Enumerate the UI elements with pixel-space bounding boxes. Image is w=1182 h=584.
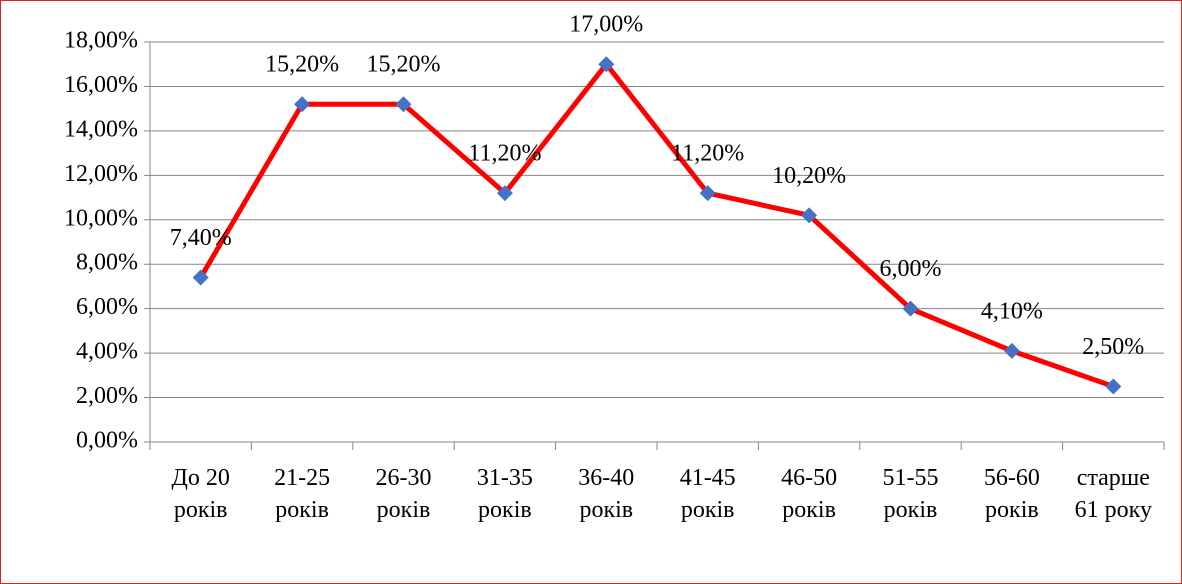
x-tick-label: 26-30 років: [375, 465, 432, 523]
x-tick-label: старше 61 року: [1074, 465, 1152, 523]
data-label: 4,10%: [981, 298, 1043, 324]
x-tick-label: 41-45 років: [679, 465, 736, 523]
y-tick-label: 16,00%: [64, 72, 138, 98]
marker: [192, 269, 209, 286]
data-label: 6,00%: [880, 256, 942, 282]
x-tick-label: 51-55 років: [882, 465, 939, 523]
data-label: 7,40%: [170, 225, 232, 251]
marker: [801, 207, 818, 224]
y-tick-label: 10,00%: [64, 205, 138, 231]
marker: [395, 96, 412, 113]
x-tick-label: 36-40 років: [578, 465, 635, 523]
y-tick-label: 18,00%: [64, 28, 138, 54]
y-tick-label: 8,00%: [76, 250, 138, 276]
data-label: 10,20%: [772, 163, 846, 189]
data-label: 11,20%: [468, 141, 541, 167]
x-tick-label: 46-50 років: [781, 465, 838, 523]
data-label: 17,00%: [569, 12, 643, 38]
marker: [1105, 378, 1122, 395]
marker: [496, 185, 513, 202]
marker: [699, 185, 716, 202]
x-tick-label: До 20 років: [171, 465, 230, 523]
marker: [294, 96, 311, 113]
data-label: 15,20%: [265, 52, 339, 78]
x-tick-label: 56-60 років: [983, 465, 1040, 523]
y-tick-label: 4,00%: [76, 339, 138, 365]
y-tick-label: 12,00%: [64, 161, 138, 187]
y-tick-label: 2,00%: [76, 383, 138, 409]
y-tick-label: 6,00%: [76, 294, 138, 320]
marker: [902, 300, 919, 317]
y-tick-label: 14,00%: [64, 116, 138, 142]
data-label: 11,20%: [671, 141, 744, 167]
line: [198, 61, 1115, 389]
data-label: 2,50%: [1082, 334, 1144, 360]
marker: [598, 56, 615, 73]
y-tick-label: 0,00%: [76, 428, 138, 454]
data-label: 15,20%: [367, 52, 441, 78]
marker: [1003, 342, 1020, 359]
x-tick-label: 21-25 років: [274, 465, 331, 523]
x-tick-label: 31-35 років: [476, 465, 533, 523]
